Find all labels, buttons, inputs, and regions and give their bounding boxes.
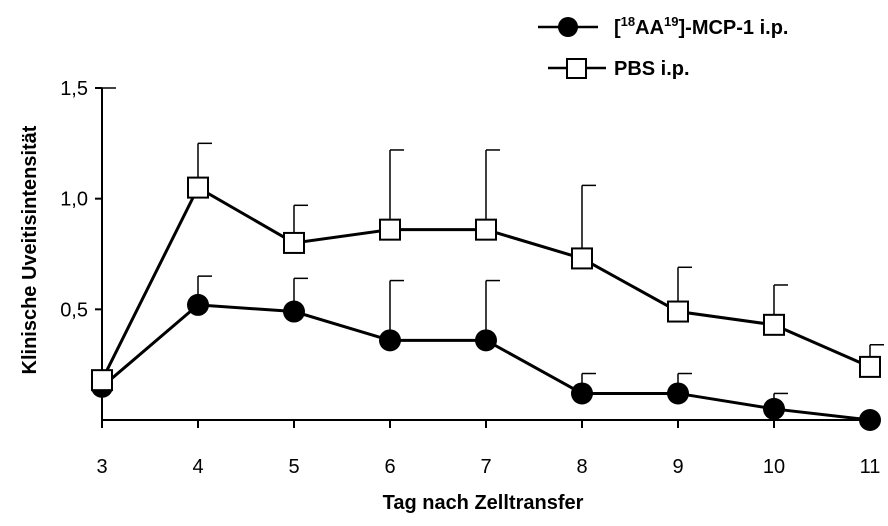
legend-marker-mcp [558,17,578,37]
y-tick-label: 1,0 [60,189,88,211]
x-axis-title: Tag nach Zelltransfer [383,492,584,514]
point-pbs [187,176,209,199]
x-tick-label: 6 [384,456,395,478]
x-tick-label: 9 [672,456,683,478]
point-pbs [763,313,785,336]
point-pbs [667,300,689,323]
legend-label-mcp: [18AA19]-MCP-1 i.p. [614,14,789,39]
x-tick-label: 3 [96,456,107,478]
point-pbs [859,355,881,378]
x-tick-label: 5 [288,456,299,478]
legend-label-pbs: PBS i.p. [614,58,690,80]
point-mcp [571,382,593,405]
x-tick-label: 11 [860,456,881,478]
x-tick-label: 4 [192,456,203,478]
tick-labels: 3 4 5 6 7 8 9 10 11 0,5 1,0 1,5 [60,78,880,478]
y-tick-label: 0,5 [60,299,88,321]
point-mcp [379,329,401,352]
axes [95,87,871,428]
x-tick-label: 8 [576,456,587,478]
error-bars [101,87,884,409]
series-markers [91,176,881,431]
point-mcp [763,397,785,420]
legend: [18AA19]-MCP-1 i.p. PBS i.p. [538,14,789,80]
point-mcp [475,329,497,352]
point-mcp [667,382,689,405]
point-pbs [571,247,593,270]
point-pbs [91,369,113,392]
point-mcp [859,409,881,431]
x-tick-label: 7 [480,456,491,478]
y-tick-label: 1,5 [60,78,88,100]
point-mcp [283,300,305,323]
point-pbs [475,218,497,241]
point-mcp [187,293,209,316]
point-pbs [379,218,401,241]
x-tick-label: 10 [763,456,785,478]
legend-marker-pbs [566,58,587,79]
y-axis-title: Klinische Uveitisintensität [19,125,41,374]
point-pbs [283,231,305,254]
